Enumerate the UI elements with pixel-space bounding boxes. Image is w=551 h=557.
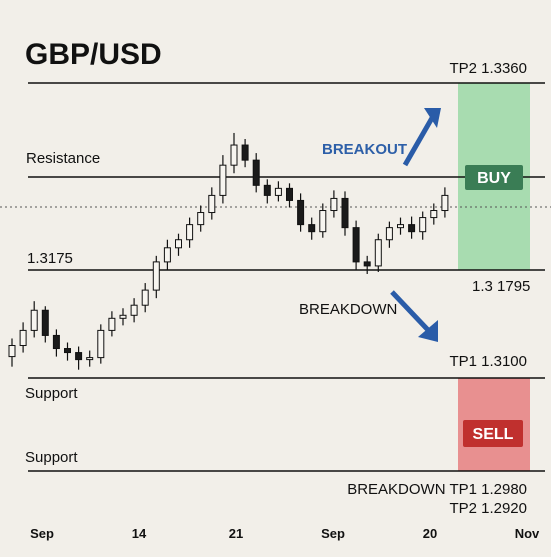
annotation: 1.3175 <box>27 250 73 267</box>
annotation: 1.3 1795 <box>472 278 530 295</box>
buy-label: BUY <box>477 170 511 187</box>
candle-body <box>30 309 38 331</box>
candle-body <box>263 184 271 196</box>
candle-body <box>97 329 105 359</box>
candle-body <box>352 227 360 263</box>
sell-button <box>463 420 523 447</box>
candle-body <box>219 164 227 196</box>
x-tick-label: Sep <box>30 526 54 541</box>
breakdown-arrowhead <box>418 320 438 342</box>
candle-body <box>152 261 160 291</box>
x-tick-label: 14 <box>132 526 147 541</box>
candle-body <box>385 227 393 241</box>
annotation: TP1 1.3100 <box>449 353 527 370</box>
breakdown-arrow <box>390 290 430 332</box>
candle-body <box>86 357 94 361</box>
x-tick-label: 20 <box>423 526 437 541</box>
candle-body <box>430 210 438 219</box>
breakout-arrow <box>402 116 435 167</box>
annotation: TP2 1.2920 <box>449 500 527 517</box>
x-axis: Sep 14 21 Sep 20 Nov <box>30 526 540 541</box>
candle-body <box>319 210 327 233</box>
candle-body <box>186 224 194 241</box>
candle-body <box>163 247 171 263</box>
candle-body <box>119 314 127 319</box>
annotation: BREAKOUT <box>322 141 407 158</box>
candle-body <box>230 144 238 166</box>
annotation: Support <box>25 449 78 466</box>
sell-label: SELL <box>473 426 514 443</box>
candle-body <box>408 224 416 233</box>
candle-body <box>363 261 371 267</box>
candle-body <box>252 159 260 186</box>
candle-body <box>241 144 249 161</box>
x-tick-label: Sep <box>321 526 345 541</box>
annotation: BREAKDOWN TP1 1.2980 <box>347 481 527 498</box>
candle-body <box>52 334 60 350</box>
candle-body <box>274 187 282 196</box>
candle-body <box>308 224 316 233</box>
candle-body <box>441 194 449 212</box>
x-tick-label: 21 <box>229 526 243 541</box>
candle-body <box>41 309 49 336</box>
candle-body <box>208 194 216 214</box>
chart-title: GBP/USD <box>25 38 162 71</box>
x-tick-label: Nov <box>515 526 540 541</box>
candle-body <box>374 239 382 267</box>
annotation: TP2 1.3360 <box>449 60 527 77</box>
candle-body <box>297 199 305 226</box>
candle-body <box>64 348 71 354</box>
annotation: BREAKDOWN <box>299 301 397 318</box>
candle-body <box>286 187 293 201</box>
candle-body <box>75 352 83 361</box>
candle-body <box>175 239 182 249</box>
candle-body <box>8 345 16 358</box>
candle-body <box>197 212 205 226</box>
candle-body <box>130 304 138 316</box>
candle-body <box>419 217 427 233</box>
breakout-arrowhead <box>424 108 441 128</box>
candles <box>8 132 449 370</box>
candle-body <box>141 289 149 306</box>
annotation: Resistance <box>26 150 100 167</box>
candle-body <box>397 224 404 229</box>
candle-body <box>341 197 349 229</box>
candle-body <box>330 197 338 212</box>
candle-body <box>108 317 116 331</box>
candle-body <box>19 329 27 347</box>
annotation: Support <box>25 385 78 402</box>
buy-button <box>465 165 523 190</box>
